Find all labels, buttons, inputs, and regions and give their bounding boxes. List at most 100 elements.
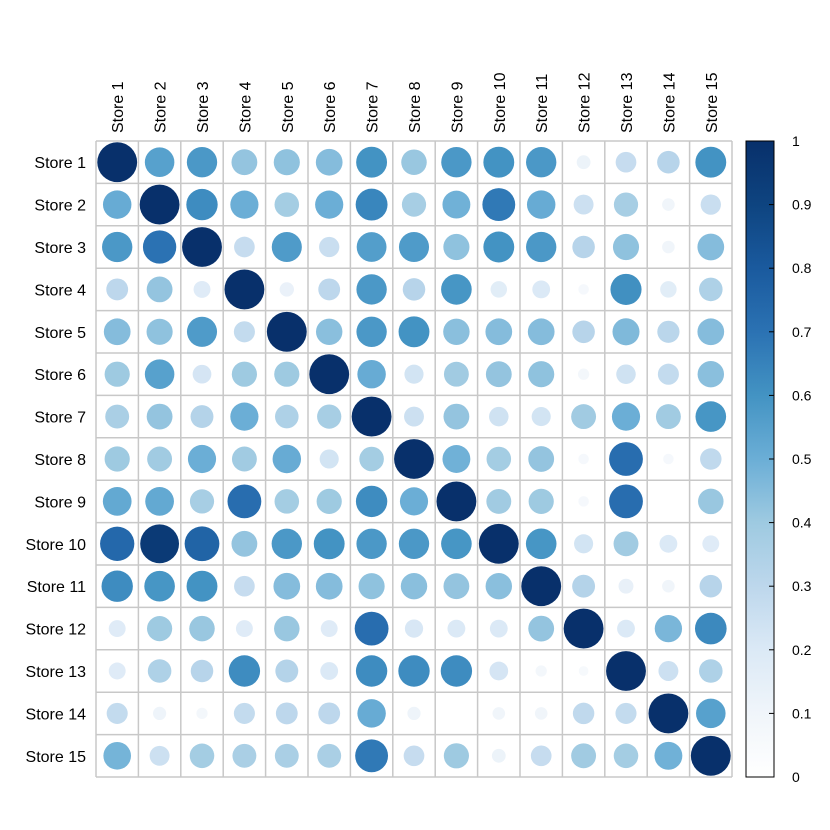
corr-circle-3-11	[526, 231, 557, 263]
corr-circle-3-10	[483, 231, 515, 263]
corr-circle-3-7	[356, 232, 387, 262]
corr-circle-12-14	[654, 614, 683, 643]
corr-circle-5-5	[266, 311, 307, 352]
colorbar-tick-label: 0	[792, 769, 800, 785]
colorbar-tick-label: 1	[792, 133, 800, 149]
corr-circle-13-12	[578, 666, 589, 676]
corr-circle-7-15	[695, 401, 727, 432]
colorbar: 0 0.1 0.2 0.3 0.4 0.5 0.6 0.7 0.8 0.9 1	[745, 133, 812, 785]
corr-circle-2-12	[573, 194, 594, 215]
corr-circle-10-4	[231, 530, 258, 557]
column-label: Store 12	[577, 72, 594, 133]
corr-circle-2-2	[139, 184, 180, 225]
corr-circle-14-8	[407, 706, 421, 721]
corr-circle-11-3	[186, 570, 218, 602]
corr-circle-2-15	[700, 194, 721, 215]
corr-circle-7-7	[351, 396, 392, 437]
corr-circle-6-9	[443, 361, 469, 387]
corr-circle-8-13	[609, 442, 643, 476]
corr-circle-1-11	[526, 147, 557, 178]
corr-circle-2-4	[230, 190, 259, 219]
corr-circle-3-1	[102, 231, 133, 263]
corr-circle-15-7	[355, 739, 389, 773]
corr-circle-6-15	[697, 360, 725, 388]
corr-circle-1-4	[231, 149, 258, 176]
corr-circle-9-10	[486, 488, 512, 514]
row-label: Store 3	[34, 240, 86, 257]
corr-circle-12-4	[235, 620, 253, 638]
column-label: Store 9	[449, 81, 466, 133]
corr-circle-15-14	[654, 741, 683, 770]
corr-circle-3-5	[271, 231, 302, 263]
corr-circle-8-3	[187, 444, 217, 474]
corr-circle-15-4	[232, 743, 257, 768]
corr-circle-12-8	[404, 619, 424, 638]
corr-circle-15-6	[317, 743, 342, 768]
corr-circle-11-12	[572, 574, 596, 598]
corr-circle-8-2	[147, 446, 173, 472]
corr-circle-14-11	[534, 707, 548, 720]
corr-circle-2-11	[526, 190, 556, 219]
column-label: Store 2	[153, 81, 170, 133]
corr-circle-15-1	[103, 741, 132, 770]
corr-circle-13-7	[355, 655, 388, 687]
corr-circle-2-3	[186, 188, 218, 221]
corr-circle-15-15	[690, 735, 731, 776]
corr-circle-13-10	[489, 661, 509, 681]
corr-circle-7-8	[404, 406, 424, 427]
corr-circle-5-10	[485, 318, 513, 346]
corr-circle-13-9	[440, 655, 473, 687]
corr-circle-10-9	[441, 528, 472, 560]
corr-circle-8-12	[578, 453, 589, 465]
row-label: Store 14	[26, 706, 87, 723]
corr-circle-9-3	[189, 489, 215, 514]
row-label: Store 9	[34, 494, 86, 511]
corr-circle-3-2	[142, 230, 177, 264]
corr-circle-12-7	[354, 611, 389, 646]
corr-circle-9-6	[316, 488, 342, 514]
colorbar-tick-label: 0.6	[792, 387, 812, 403]
corr-circle-7-12	[571, 404, 597, 430]
column-label: Store 4	[237, 81, 254, 133]
row-label: Store 15	[26, 749, 87, 766]
corr-circle-15-12	[571, 743, 597, 769]
corr-circle-1-9	[441, 147, 472, 178]
corr-circle-9-8	[399, 487, 429, 516]
colorbar-tick-label: 0.8	[792, 260, 812, 276]
corr-circle-9-11	[528, 488, 554, 514]
corr-circle-6-13	[616, 364, 636, 384]
corr-circle-6-7	[357, 359, 386, 389]
corr-circle-8-14	[663, 453, 674, 465]
corr-circle-15-5	[274, 743, 299, 768]
corr-circle-7-14	[655, 404, 681, 430]
corr-circle-10-13	[613, 531, 639, 557]
corr-circle-13-2	[147, 659, 172, 683]
corr-circle-13-6	[320, 662, 339, 680]
column-label: Store 11	[534, 74, 551, 133]
corr-circle-4-15	[699, 277, 723, 302]
corr-circle-10-8	[398, 528, 430, 559]
corr-circle-3-9	[443, 233, 470, 261]
column-label: Store 10	[492, 72, 509, 133]
corr-circle-4-5	[279, 282, 294, 297]
corr-circle-1-5	[273, 149, 300, 176]
corr-circle-1-1	[97, 142, 138, 183]
corr-circle-2-9	[442, 190, 471, 219]
corr-circle-5-6	[315, 318, 343, 346]
corr-circle-13-11	[535, 665, 547, 677]
corr-circle-11-6	[315, 572, 343, 600]
corr-circle-9-9	[436, 481, 477, 522]
corr-circle-11-4	[234, 575, 255, 597]
corr-circle-12-3	[189, 615, 215, 642]
column-label: Store 8	[407, 81, 424, 133]
corr-circle-5-14	[657, 320, 680, 343]
corr-circle-5-15	[697, 318, 725, 346]
corr-circle-3-14	[662, 240, 675, 254]
corr-circle-11-9	[443, 573, 470, 600]
corr-circle-14-12	[572, 702, 595, 725]
corr-circle-6-8	[404, 364, 424, 384]
column-label: Store 3	[195, 81, 212, 133]
corr-circle-7-3	[190, 405, 214, 429]
corr-circle-13-5	[275, 659, 299, 683]
corr-circle-4-7	[356, 274, 387, 305]
